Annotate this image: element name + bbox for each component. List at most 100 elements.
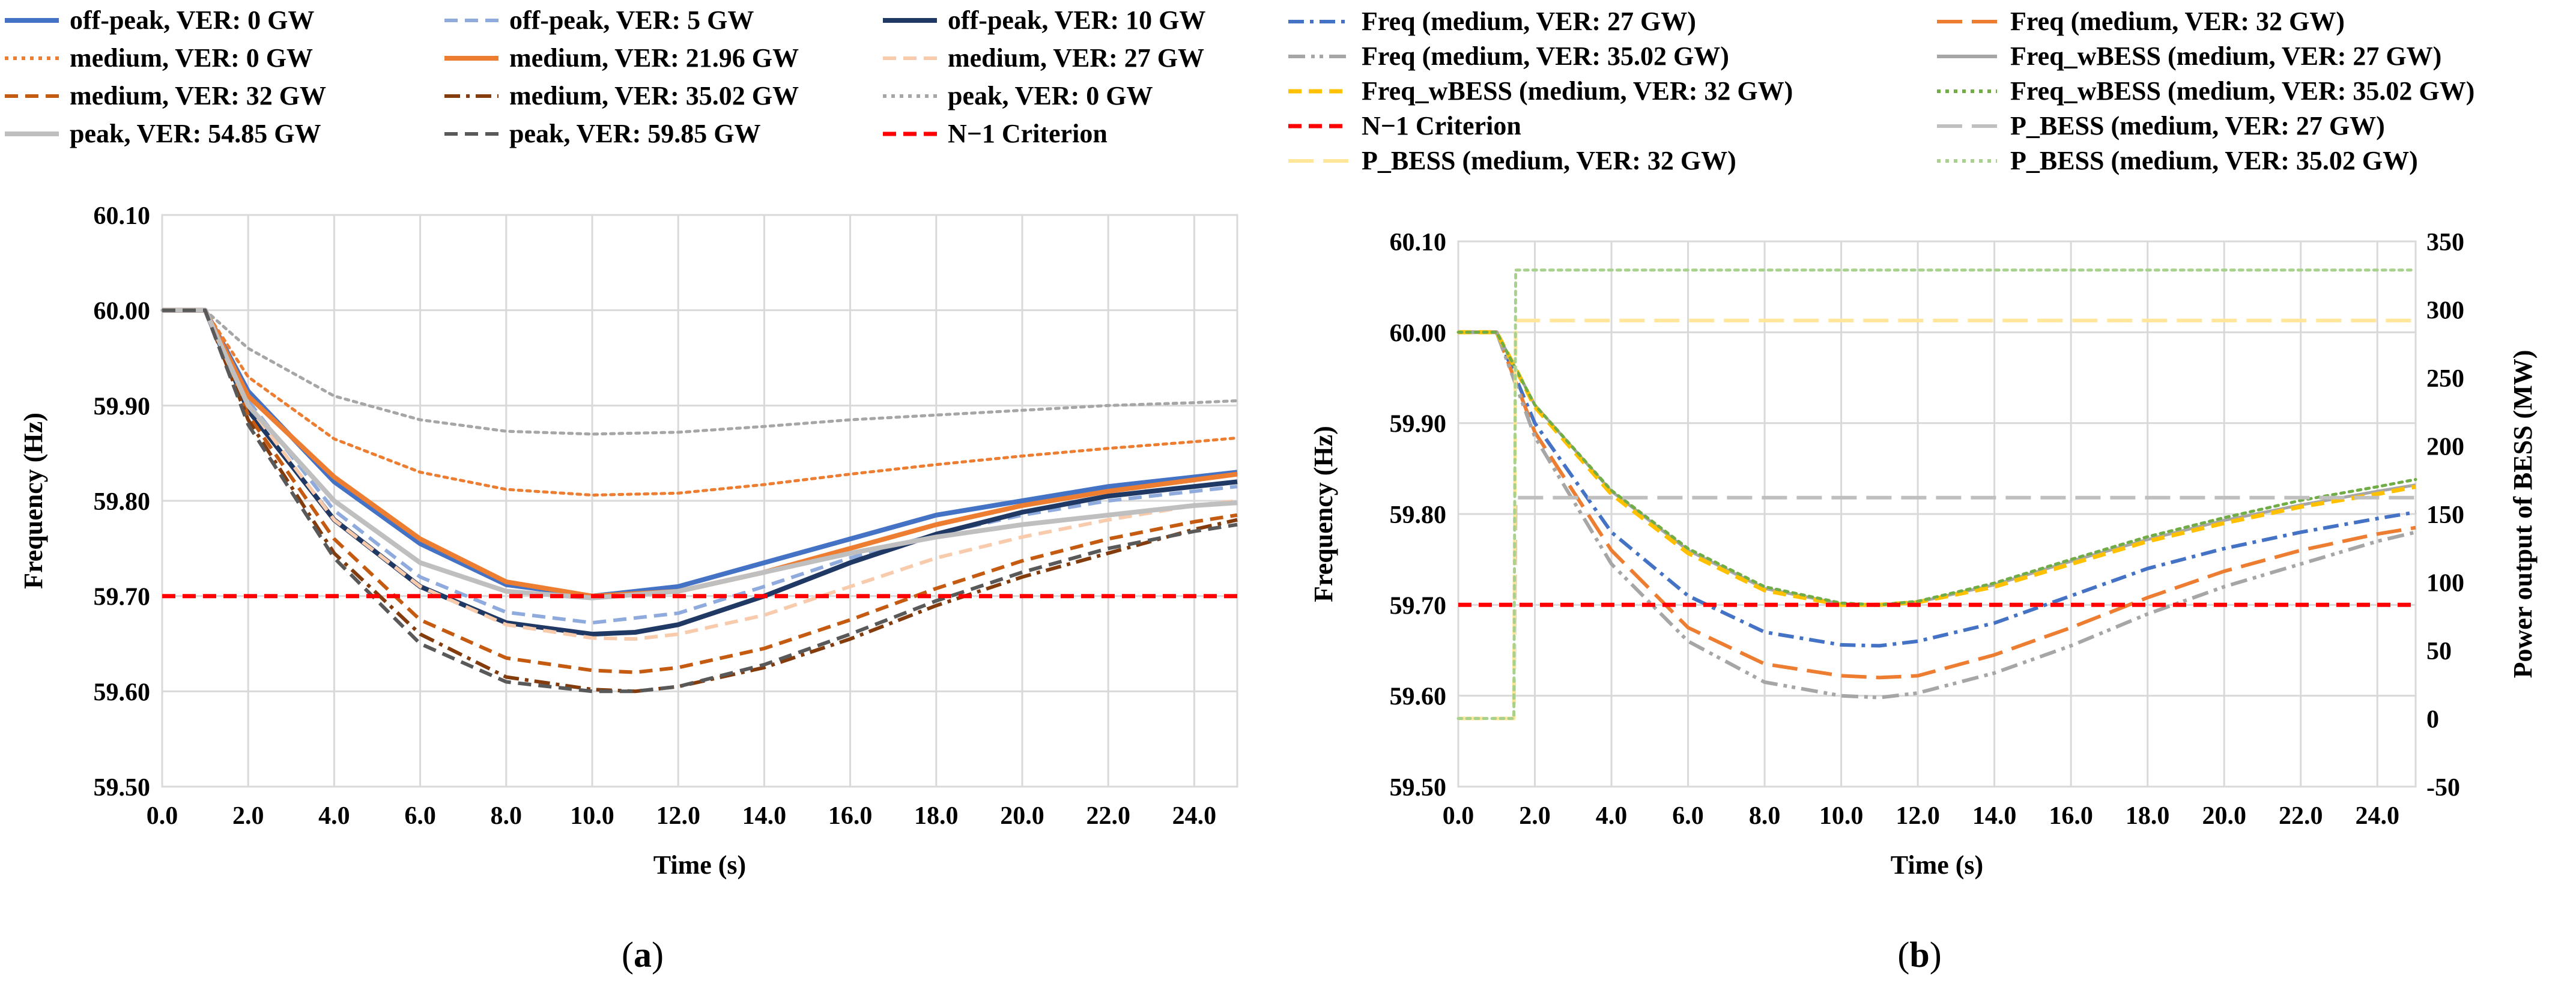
legend-item: medium, VER: 27 GW (883, 43, 1204, 73)
y2-tick-label: -50 (2426, 774, 2460, 802)
legend-label: P_BESS (medium, VER: 27 GW) (2010, 111, 2385, 141)
legend-item: medium, VER: 32 GW (5, 81, 326, 110)
x-axis-label: Time (s) (1891, 850, 1983, 880)
legend-label: peak, VER: 54.85 GW (70, 119, 321, 148)
legend-label: Freq (medium, VER: 27 GW) (1362, 7, 1696, 36)
y2-tick-label: 200 (2426, 434, 2464, 461)
series-line-freq-wbess-medium-ver-32-gw (1458, 330, 2416, 607)
y2-axis-label: Power output of BESS (MW) (2508, 350, 2538, 679)
y-tick-label: 60.10 (94, 202, 151, 230)
series-line-freq-medium-ver-27-gw (1458, 330, 2416, 648)
x-axis: 0.0 2.0 4.0 6.0 8.0 10.0 12.0 14.0 16.0 18.0 20.0 2… (1443, 241, 2399, 830)
legend: Freq (medium, VER: 27 GW) Freq (medium, V… (1288, 7, 2474, 175)
legend-label: peak, VER: 59.85 GW (509, 119, 760, 148)
legend-item: peak, VER: 54.85 GW (5, 119, 321, 148)
series-line-freq-medium-ver-35-02-gw (1458, 330, 2416, 700)
y-tick-label: 59.90 (1390, 411, 1447, 438)
y-axis: 59.50 59.60 59.70 59.80 59.90 60.00 60.10 (1390, 229, 2416, 802)
legend-item: off-peak, VER: 0 GW (5, 5, 314, 35)
legend-item: off-peak, VER: 10 GW (883, 5, 1205, 35)
y2-tick-label: 0 (2426, 706, 2439, 734)
y-tick-label: 59.50 (1390, 774, 1447, 802)
x-tick-label: 20.0 (1000, 802, 1044, 830)
panel-label: (b) (1897, 935, 1941, 975)
y-tick-label: 60.10 (1390, 229, 1447, 256)
panel-a: 0.0 2.0 4.0 6.0 8.0 10.0 12.0 14.0 16.0 18.0 20.0 2… (5, 5, 1239, 975)
x-tick-label: 24.0 (2355, 802, 2399, 830)
legend-item: P_BESS (medium, VER: 27 GW) (1937, 111, 2385, 141)
legend-label: medium, VER: 32 GW (70, 81, 326, 110)
series-line-medium-ver-32-gw (162, 308, 1238, 674)
y-axis-label: Frequency (Hz) (1309, 426, 1338, 602)
x-tick-label: 20.0 (2202, 802, 2246, 830)
y-tick-label: 59.60 (1390, 683, 1447, 711)
y-tick-label: 59.70 (94, 584, 151, 611)
x-tick-label: 18.0 (2126, 802, 2170, 830)
legend-label: N−1 Criterion (948, 119, 1108, 148)
y-tick-label: 59.60 (94, 679, 151, 706)
x-tick-label: 2.0 (232, 802, 264, 830)
x-tick-label: 22.0 (2279, 802, 2323, 830)
legend-item: Freq_wBESS (medium, VER: 35.02 GW) (1937, 76, 2474, 106)
series-lines (1456, 268, 2417, 721)
legend-item: N−1 Criterion (1288, 111, 1521, 141)
series-line-freq-wbess-medium-ver-27-gw (1458, 330, 2416, 606)
y2-tick-label: 150 (2426, 501, 2464, 529)
panel-label: (a) (622, 935, 664, 975)
y2-tick-label: 100 (2426, 570, 2464, 597)
x-tick-label: 8.0 (491, 802, 523, 830)
series-line-peak-ver-0-gw (160, 309, 1239, 436)
legend-label: Freq_wBESS (medium, VER: 32 GW) (1362, 76, 1793, 106)
series-line-medium-ver-27-gw (162, 308, 1238, 641)
series-line-off-peak-ver-0-gw (162, 307, 1238, 599)
legend-label: Freq_wBESS (medium, VER: 27 GW) (2010, 41, 2441, 71)
legend-label: Freq (medium, VER: 35.02 GW) (1362, 41, 1729, 71)
y-tick-label: 59.50 (94, 774, 151, 802)
legend-label: medium, VER: 21.96 GW (509, 43, 799, 73)
legend-label: N−1 Criterion (1362, 111, 1521, 141)
x-axis-label: Time (s) (653, 850, 746, 880)
y2-tick-label: 50 (2426, 638, 2452, 665)
y-tick-label: 59.80 (1390, 501, 1447, 529)
x-tick-label: 10.0 (1819, 802, 1864, 830)
legend-label: P_BESS (medium, VER: 32 GW) (1362, 146, 1736, 175)
y-axis: 59.50 59.60 59.70 59.80 59.90 60.00 60.10 (94, 202, 1237, 802)
x-tick-label: 10.0 (570, 802, 614, 830)
y2-tick-label: 300 (2426, 297, 2464, 325)
y2-tick-label: 250 (2426, 365, 2464, 393)
x-tick-label: 18.0 (914, 802, 959, 830)
legend-item: Freq (medium, VER: 32 GW) (1937, 7, 2345, 36)
y-tick-label: 59.90 (94, 393, 151, 420)
legend-item: off-peak, VER: 5 GW (444, 5, 754, 35)
x-tick-label: 0.0 (1443, 802, 1474, 830)
x-tick-label: 6.0 (1672, 802, 1704, 830)
series-line-freq-medium-ver-32-gw (1458, 330, 2416, 680)
x-tick-label: 6.0 (404, 802, 436, 830)
legend-item: Freq_wBESS (medium, VER: 27 GW) (1937, 41, 2441, 71)
series-line-freq-wbess-medium-ver-35-02-gw (1456, 330, 2417, 606)
legend-item: peak, VER: 0 GW (883, 81, 1153, 110)
x-tick-label: 8.0 (1749, 802, 1781, 830)
y-tick-label: 60.00 (1390, 319, 1447, 347)
legend-label: off-peak, VER: 0 GW (70, 5, 314, 35)
legend-label: medium, VER: 0 GW (70, 43, 313, 73)
x-tick-label: 14.0 (1972, 802, 2017, 830)
legend-item: N−1 Criterion (883, 119, 1108, 148)
series-lines (160, 307, 1239, 694)
series-line-p-bess-medium-ver-27-gw (1458, 495, 2416, 721)
y2-axis: -50 0 50 100 150 200 250 300 350 (2426, 229, 2464, 802)
x-tick-label: 16.0 (2049, 802, 2093, 830)
legend-label: P_BESS (medium, VER: 35.02 GW) (2010, 146, 2418, 175)
series-line-peak-ver-54-85-gw (162, 307, 1238, 600)
legend-label: off-peak, VER: 10 GW (948, 5, 1205, 35)
y-axis-label: Frequency (Hz) (19, 413, 48, 589)
y2-tick-label: 350 (2426, 229, 2464, 256)
x-tick-label: 12.0 (1896, 802, 1940, 830)
x-tick-label: 12.0 (656, 802, 700, 830)
legend-item: medium, VER: 21.96 GW (444, 43, 799, 73)
legend-item: P_BESS (medium, VER: 32 GW) (1288, 146, 1736, 175)
series-line-p-bess-medium-ver-35-02-gw (1456, 268, 2417, 720)
legend-item: Freq_wBESS (medium, VER: 32 GW) (1288, 76, 1793, 106)
x-tick-label: 0.0 (147, 802, 178, 830)
